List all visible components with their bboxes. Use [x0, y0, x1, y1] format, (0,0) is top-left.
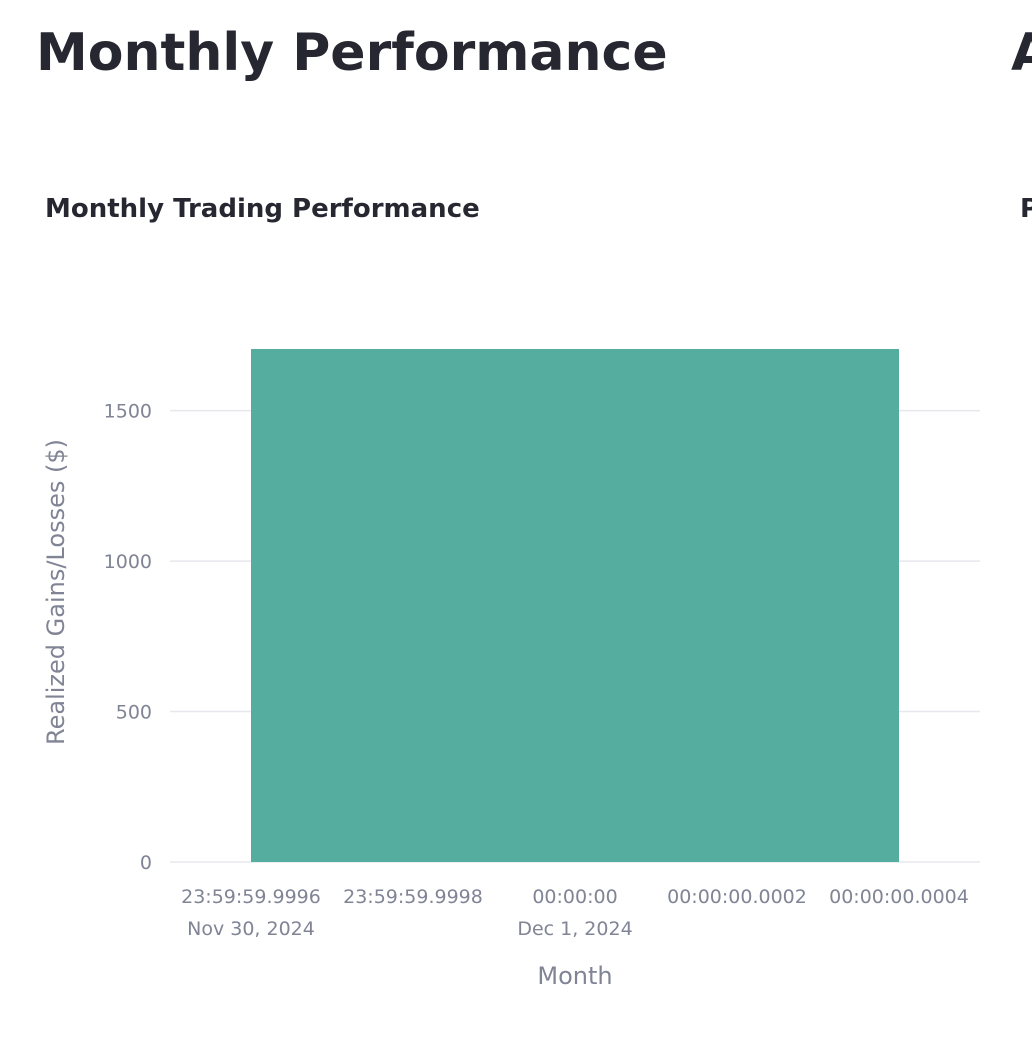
x-tick-label: 00:00:00.0004 — [829, 886, 969, 908]
page-title: Monthly Performance — [36, 23, 668, 83]
x-tick-date-label: Dec 1, 2024 — [517, 918, 632, 940]
bars — [251, 349, 899, 862]
y-axis-ticks: 0 500 1000 1500 — [104, 401, 152, 874]
x-tick-label: 23:59:59.9998 — [343, 886, 483, 908]
x-axis-ticks: 23:59:59.9996 Nov 30, 2024 23:59:59.9998 00… — [181, 886, 969, 940]
next-chart-title-fragment: P — [1020, 194, 1032, 224]
y-tick-label: 0 — [140, 852, 152, 874]
y-tick-label: 1500 — [104, 401, 152, 423]
x-axis-title: Month — [537, 962, 612, 990]
chart-title: Monthly Trading Performance — [45, 194, 480, 224]
x-tick-label: 00:00:00.0002 — [667, 886, 807, 908]
x-tick-label: 23:59:59.9996 — [181, 886, 321, 908]
y-axis-title: Realized Gains/Losses ($) — [42, 439, 70, 745]
x-tick-date-label: Nov 30, 2024 — [187, 918, 315, 940]
x-tick-label: 00:00:00 — [532, 886, 617, 908]
y-tick-label: 500 — [116, 702, 152, 724]
y-tick-label: 1000 — [104, 551, 152, 573]
next-section-title-fragment: A — [1011, 23, 1032, 83]
bar[interactable] — [251, 349, 899, 862]
